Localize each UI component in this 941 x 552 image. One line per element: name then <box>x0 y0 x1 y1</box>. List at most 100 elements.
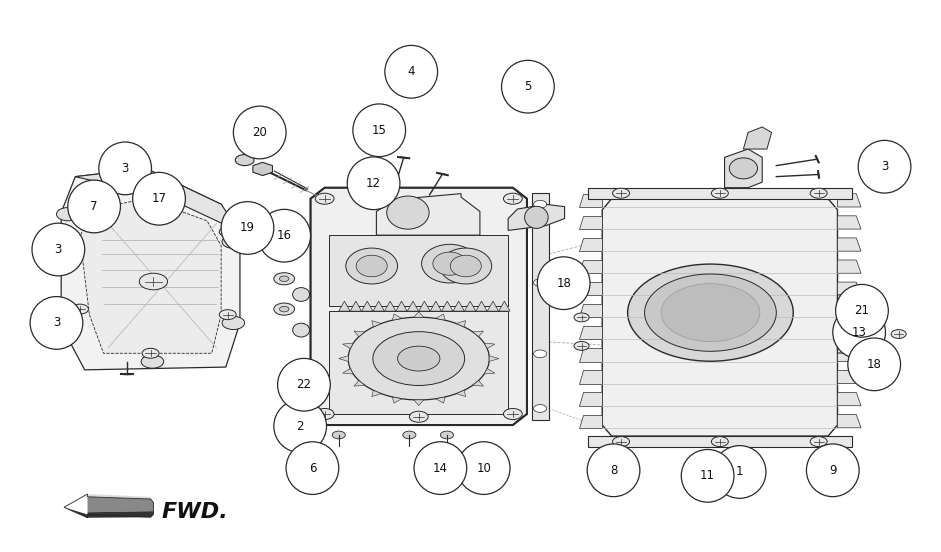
Polygon shape <box>64 494 153 507</box>
Polygon shape <box>419 301 430 311</box>
Ellipse shape <box>30 296 83 349</box>
Ellipse shape <box>806 444 859 497</box>
Polygon shape <box>508 204 565 230</box>
Polygon shape <box>407 301 419 311</box>
Polygon shape <box>343 343 353 348</box>
Polygon shape <box>588 436 852 447</box>
Circle shape <box>279 306 289 312</box>
Polygon shape <box>465 301 476 311</box>
Polygon shape <box>339 355 348 362</box>
Polygon shape <box>579 326 602 339</box>
Ellipse shape <box>836 284 888 337</box>
Polygon shape <box>61 168 240 370</box>
Circle shape <box>534 279 547 286</box>
Text: 19: 19 <box>240 221 255 235</box>
Ellipse shape <box>233 106 286 159</box>
Polygon shape <box>373 301 384 311</box>
Polygon shape <box>350 301 361 311</box>
Polygon shape <box>329 311 508 414</box>
Polygon shape <box>376 194 480 235</box>
Ellipse shape <box>502 60 554 113</box>
Circle shape <box>503 408 522 420</box>
Circle shape <box>397 346 439 371</box>
Circle shape <box>139 273 167 290</box>
Ellipse shape <box>457 442 510 495</box>
Text: 22: 22 <box>296 378 311 391</box>
Text: 5: 5 <box>524 80 532 93</box>
Ellipse shape <box>133 172 185 225</box>
Ellipse shape <box>356 255 388 277</box>
Polygon shape <box>579 370 602 384</box>
Polygon shape <box>75 168 240 232</box>
Ellipse shape <box>414 442 467 495</box>
Text: 14: 14 <box>433 461 448 475</box>
Ellipse shape <box>729 158 758 179</box>
Ellipse shape <box>258 209 311 262</box>
Polygon shape <box>441 301 453 311</box>
Text: 10: 10 <box>476 461 491 475</box>
Polygon shape <box>602 199 837 436</box>
Polygon shape <box>588 188 852 199</box>
Circle shape <box>373 332 465 385</box>
Ellipse shape <box>274 400 327 453</box>
Polygon shape <box>354 380 365 386</box>
Ellipse shape <box>353 104 406 157</box>
Circle shape <box>534 200 547 208</box>
Text: 20: 20 <box>252 126 267 139</box>
Polygon shape <box>489 355 499 362</box>
Circle shape <box>279 276 289 282</box>
Text: FWD.: FWD. <box>162 502 229 522</box>
Polygon shape <box>579 238 602 251</box>
Circle shape <box>891 330 906 338</box>
Polygon shape <box>385 301 396 311</box>
Circle shape <box>409 411 428 422</box>
Text: 9: 9 <box>829 464 837 477</box>
Circle shape <box>574 342 589 351</box>
Polygon shape <box>343 369 353 374</box>
Polygon shape <box>743 127 772 149</box>
Text: 3: 3 <box>881 160 888 173</box>
Circle shape <box>219 227 236 237</box>
Polygon shape <box>837 370 861 384</box>
Circle shape <box>141 355 164 368</box>
Ellipse shape <box>848 338 901 391</box>
Polygon shape <box>414 400 423 406</box>
Text: 8: 8 <box>610 464 617 477</box>
Ellipse shape <box>681 449 734 502</box>
Polygon shape <box>837 216 861 229</box>
Polygon shape <box>372 390 381 396</box>
Ellipse shape <box>713 445 766 498</box>
Circle shape <box>235 155 254 166</box>
Polygon shape <box>499 301 510 311</box>
Circle shape <box>810 188 827 198</box>
Polygon shape <box>837 326 861 339</box>
Circle shape <box>274 273 295 285</box>
Ellipse shape <box>587 444 640 497</box>
Polygon shape <box>354 331 365 337</box>
Circle shape <box>142 194 159 204</box>
Ellipse shape <box>32 223 85 276</box>
Polygon shape <box>414 312 423 317</box>
Polygon shape <box>579 304 602 317</box>
Polygon shape <box>837 260 861 273</box>
Circle shape <box>810 437 827 447</box>
Circle shape <box>348 317 489 400</box>
Polygon shape <box>372 321 381 327</box>
Circle shape <box>219 310 236 320</box>
Polygon shape <box>579 392 602 406</box>
Polygon shape <box>579 415 602 428</box>
Circle shape <box>222 316 245 330</box>
Circle shape <box>142 348 159 358</box>
Circle shape <box>440 431 454 439</box>
Circle shape <box>315 408 334 420</box>
Polygon shape <box>64 497 153 514</box>
Polygon shape <box>472 331 484 337</box>
Circle shape <box>645 274 776 351</box>
Ellipse shape <box>347 157 400 210</box>
Circle shape <box>72 304 88 314</box>
Text: 17: 17 <box>152 192 167 205</box>
Circle shape <box>72 213 88 223</box>
Circle shape <box>574 313 589 322</box>
Circle shape <box>856 325 866 331</box>
Ellipse shape <box>221 201 274 254</box>
